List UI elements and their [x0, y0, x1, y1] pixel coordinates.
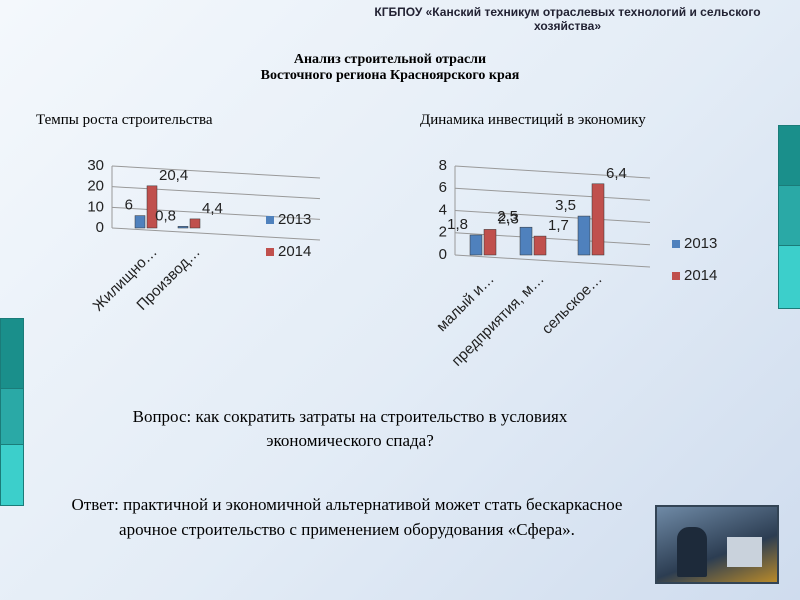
- legend-label: 2014: [684, 267, 717, 284]
- chart-title: Динамика инвестиций в экономику: [420, 112, 646, 128]
- x-tick-label: сельское…: [539, 271, 606, 338]
- title-line: Восточного региона Красноярского края: [260, 68, 520, 83]
- y-tick-label: 10: [87, 198, 104, 215]
- grid-line: [111, 165, 321, 179]
- bar: [189, 218, 201, 229]
- grid-line: [454, 187, 651, 201]
- x-tick-label: предприятия, м…: [448, 271, 547, 370]
- bar: [483, 229, 497, 256]
- title: Анализ строительной отрасли Восточного р…: [190, 52, 590, 84]
- y-tick-label: 8: [439, 157, 447, 174]
- chart-title: Темпы роста строительства: [36, 112, 213, 128]
- bar: [591, 183, 605, 256]
- bar: [134, 215, 146, 229]
- decor-block: [0, 444, 24, 506]
- legend-label: 2014: [278, 243, 311, 260]
- y-tick-label: 20: [87, 178, 104, 195]
- bar: [519, 226, 533, 256]
- y-tick-label: 2: [439, 224, 447, 241]
- bar: [533, 235, 547, 256]
- bar: [146, 185, 158, 229]
- decor-block: [0, 318, 24, 390]
- photo: [655, 505, 779, 584]
- legend-label: 2013: [278, 211, 311, 228]
- data-label: 4,4: [202, 200, 223, 217]
- y-tick-label: 0: [96, 219, 104, 236]
- grid-line: [454, 210, 651, 223]
- legend-swatch: [672, 272, 680, 280]
- bar: [577, 215, 591, 256]
- data-label: 1,7: [548, 217, 569, 234]
- data-label: 20,4: [159, 167, 188, 184]
- grid-line: [454, 254, 651, 268]
- data-label: 3,5: [555, 197, 576, 214]
- data-label: 2,3: [498, 210, 519, 227]
- decor-block: [0, 388, 24, 446]
- data-label: 0,8: [155, 207, 176, 224]
- bar: [177, 226, 189, 229]
- title-line: Анализ строительной отрасли: [293, 52, 487, 67]
- legend-label: 2013: [684, 235, 717, 252]
- grid-line: [111, 186, 321, 200]
- grid-line: [111, 227, 321, 241]
- decor-block: [778, 245, 800, 309]
- legend-swatch: [672, 240, 680, 248]
- data-label: 6: [125, 197, 133, 214]
- y-tick-label: 6: [439, 179, 447, 196]
- legend-swatch: [266, 248, 274, 256]
- grid-line: [111, 206, 321, 220]
- question: Вопрос: как сократить затраты на строите…: [132, 407, 568, 450]
- y-tick-label: 4: [439, 201, 447, 218]
- data-label: 6,4: [606, 165, 627, 182]
- answer: Ответ: практичной и экономичной альтерна…: [71, 495, 623, 539]
- bar: [469, 234, 483, 256]
- legend-swatch: [266, 216, 274, 224]
- grid-line: [454, 165, 651, 179]
- data-label: 1,8: [447, 216, 468, 233]
- y-tick-label: 0: [439, 246, 447, 263]
- y-tick-label: 30: [87, 157, 104, 174]
- data-label: 2,5: [497, 208, 518, 225]
- header: КГБПОУ «Канский техникум отраслевых техн…: [374, 5, 761, 33]
